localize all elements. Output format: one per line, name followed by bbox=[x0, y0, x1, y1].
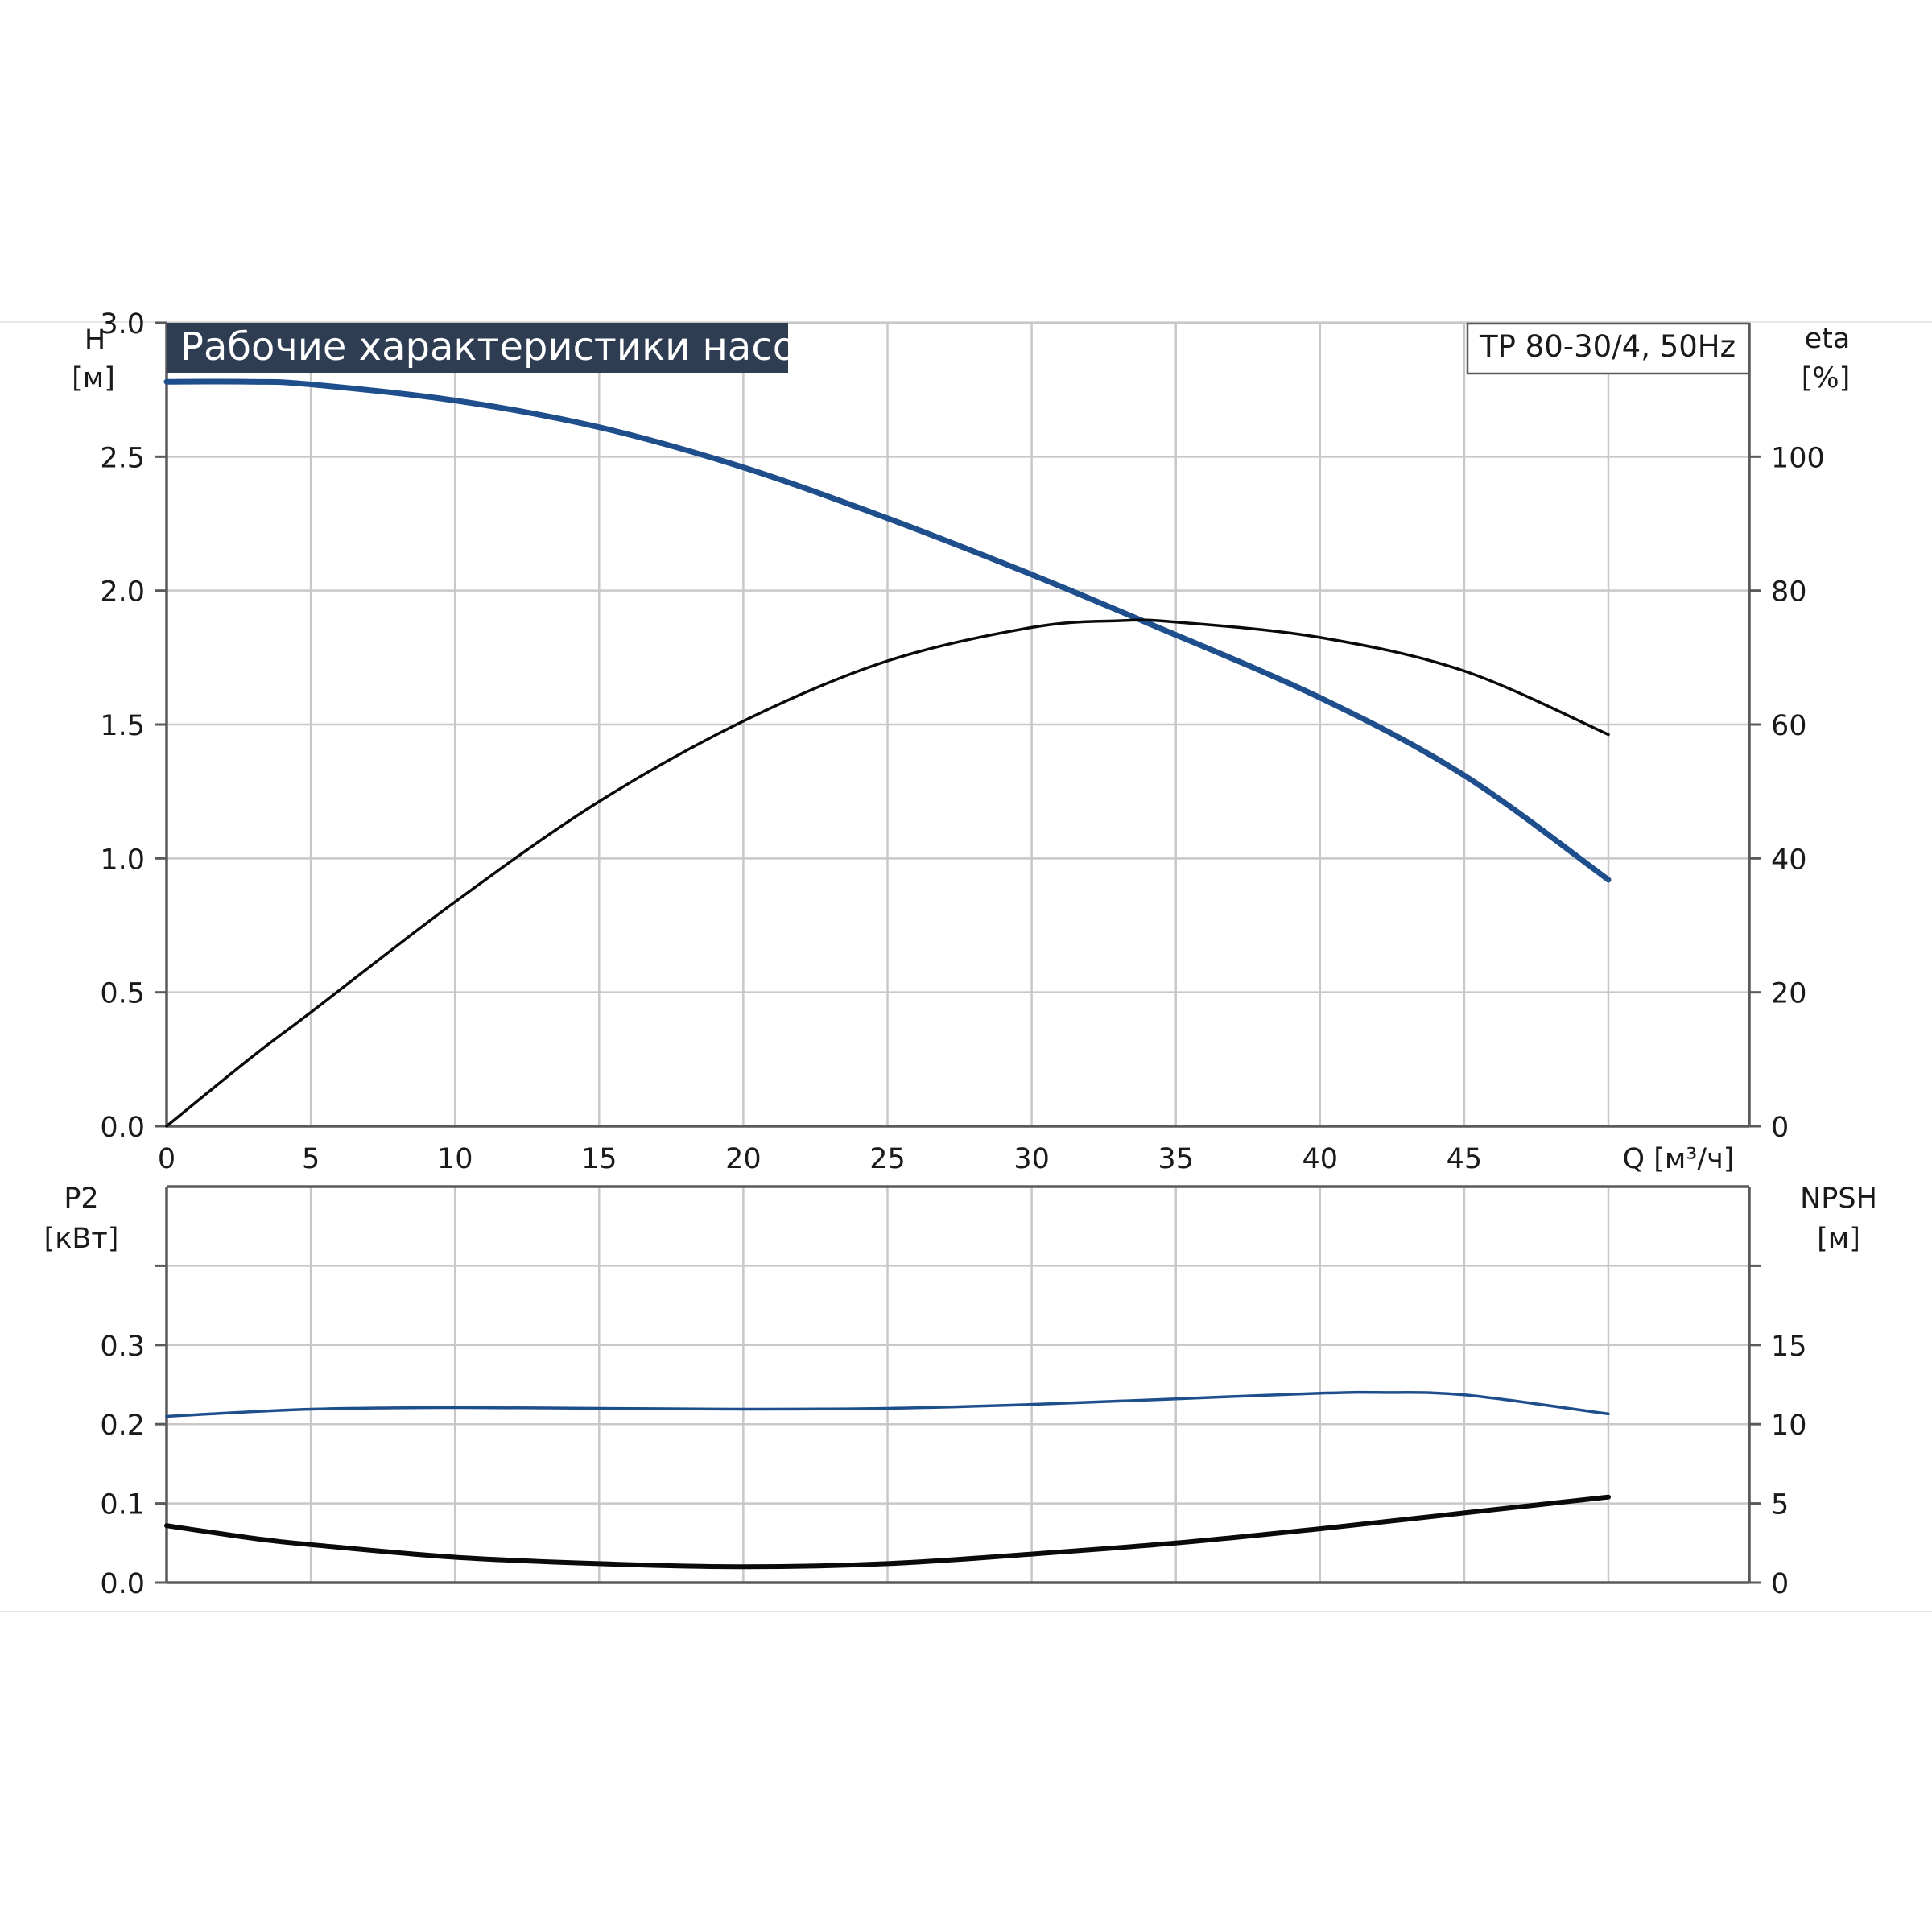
model-label-box bbox=[1466, 322, 1751, 375]
head-axis-unit: [м] bbox=[72, 362, 115, 394]
lower-panel-grid bbox=[167, 1187, 1749, 1583]
flow-tick-label: 15 bbox=[581, 1143, 617, 1175]
efficiency-curve bbox=[165, 618, 1610, 1128]
right-tick-label: 40 bbox=[1771, 844, 1807, 876]
upper-panel-axes bbox=[155, 321, 1761, 1128]
left-tick-label: 0.1 bbox=[100, 1489, 145, 1521]
flow-tick-labels: 0 5 10 15 20 25 30 35 40 45 bbox=[158, 1143, 1482, 1175]
left-tick-label: 1.5 bbox=[100, 710, 145, 742]
right-tick-label: 60 bbox=[1771, 710, 1807, 742]
efficiency-axis-unit: [%] bbox=[1802, 362, 1851, 394]
model-label: TP 80-30/4, 50Hz bbox=[1479, 329, 1736, 364]
left-tick-label: 0.0 bbox=[100, 1568, 145, 1600]
right-tick-label: 0 bbox=[1771, 1112, 1789, 1144]
right-tick-label: 0 bbox=[1771, 1568, 1789, 1600]
left-tick-label: 0.5 bbox=[100, 978, 145, 1010]
npsh-axis-unit: [м] bbox=[1817, 1223, 1860, 1255]
left-tick-label: 0.0 bbox=[100, 1112, 145, 1144]
flow-tick-label: 40 bbox=[1302, 1143, 1339, 1175]
right-tick-label: 80 bbox=[1771, 576, 1807, 609]
power-curve bbox=[165, 1390, 1610, 1418]
left-tick-label: 2.0 bbox=[100, 576, 145, 609]
flow-tick-label: 10 bbox=[437, 1143, 473, 1175]
left-tick-label: 0.2 bbox=[100, 1410, 145, 1442]
left-tick-label: 2.5 bbox=[100, 442, 145, 474]
flow-axis-label: Q [м³/ч] bbox=[1623, 1143, 1735, 1175]
head-axis-symbol: H bbox=[85, 324, 105, 357]
left-tick-label: 3.0 bbox=[100, 308, 145, 341]
right-tick-label: 20 bbox=[1771, 978, 1807, 1010]
power-axis-symbol: P2 bbox=[64, 1183, 98, 1215]
flow-tick-label: 45 bbox=[1447, 1143, 1483, 1175]
right-tick-label: 100 bbox=[1771, 442, 1825, 474]
npsh-axis-symbol: NPSH bbox=[1800, 1183, 1877, 1215]
flow-tick-label: 20 bbox=[725, 1143, 762, 1175]
right-tick-label: 5 bbox=[1771, 1489, 1789, 1521]
chart-title: Рабочие характеристики насоса bbox=[180, 324, 841, 369]
right-tick-label: 15 bbox=[1771, 1331, 1807, 1363]
head-tick-labels: 0.0 0.5 1.0 1.5 2.0 2.5 3.0 bbox=[100, 308, 145, 1144]
flow-tick-label: 35 bbox=[1158, 1143, 1194, 1175]
title-banner bbox=[167, 323, 788, 373]
flow-tick-label: 25 bbox=[869, 1143, 906, 1175]
flow-tick-label: 5 bbox=[302, 1143, 320, 1175]
right-tick-label: 10 bbox=[1771, 1410, 1807, 1442]
npsh-tick-labels: 0 5 10 15 bbox=[1771, 1331, 1807, 1600]
flow-tick-label: 30 bbox=[1013, 1143, 1050, 1175]
lower-panel-axes bbox=[155, 1185, 1761, 1584]
upper-panel-grid bbox=[167, 321, 1749, 1126]
left-tick-label: 0.3 bbox=[100, 1331, 145, 1363]
flow-tick-label: 0 bbox=[158, 1143, 175, 1175]
npsh-curve bbox=[164, 1494, 1611, 1570]
efficiency-tick-labels: 0 20 40 60 80 100 bbox=[1771, 442, 1825, 1144]
power-tick-labels: 0.0 0.1 0.2 0.3 bbox=[100, 1331, 145, 1600]
left-tick-label: 1.0 bbox=[100, 844, 145, 876]
efficiency-axis-symbol: eta bbox=[1805, 323, 1851, 355]
power-axis-unit: [кВт] bbox=[44, 1223, 119, 1255]
head-curve bbox=[163, 378, 1612, 883]
